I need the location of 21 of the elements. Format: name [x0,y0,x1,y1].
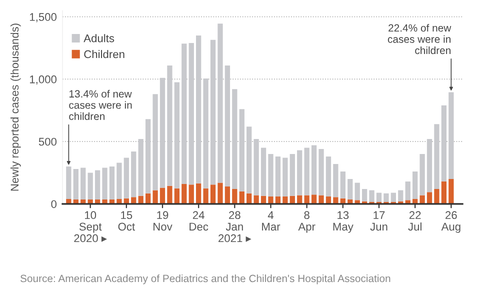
legend-label: Children [84,50,124,58]
x-tick-label: 10 Sept 2020 ▸ [74,211,107,242]
legend-label: Adults [84,34,114,42]
x-tick-label: 17 Jun [370,211,388,231]
y-tick-label: 500 [38,138,57,146]
x-tick-label: 24 Dec [190,211,208,231]
x-tick-label: 22 Jul [408,211,422,231]
y-tick-label: 0 [51,200,57,208]
x-tick-label: 8 Apr [298,211,316,233]
x-tick-label: 15 Oct [118,211,135,231]
x-tick-label: 28 Jan 2021 ▸ [218,211,252,242]
annotation: 13.4% of new cases were in children [69,90,132,120]
x-tick-label: 13 May [333,211,354,233]
annotation: 22.4% of new cases were in children [388,24,452,54]
x-tick-label: 4 Mar [262,211,280,231]
y-axis-title: Newly reported cases (thousands) [10,24,21,191]
x-tick-label: 19 Nov [154,211,172,231]
source-note: Source: American Academy of Pediatrics and the Children's Hospital Association [20,274,390,284]
x-tick-label: 26 Aug [441,211,460,233]
y-tick-label: 1,500 [30,13,57,22]
y-tick-label: 1,000 [30,75,57,85]
